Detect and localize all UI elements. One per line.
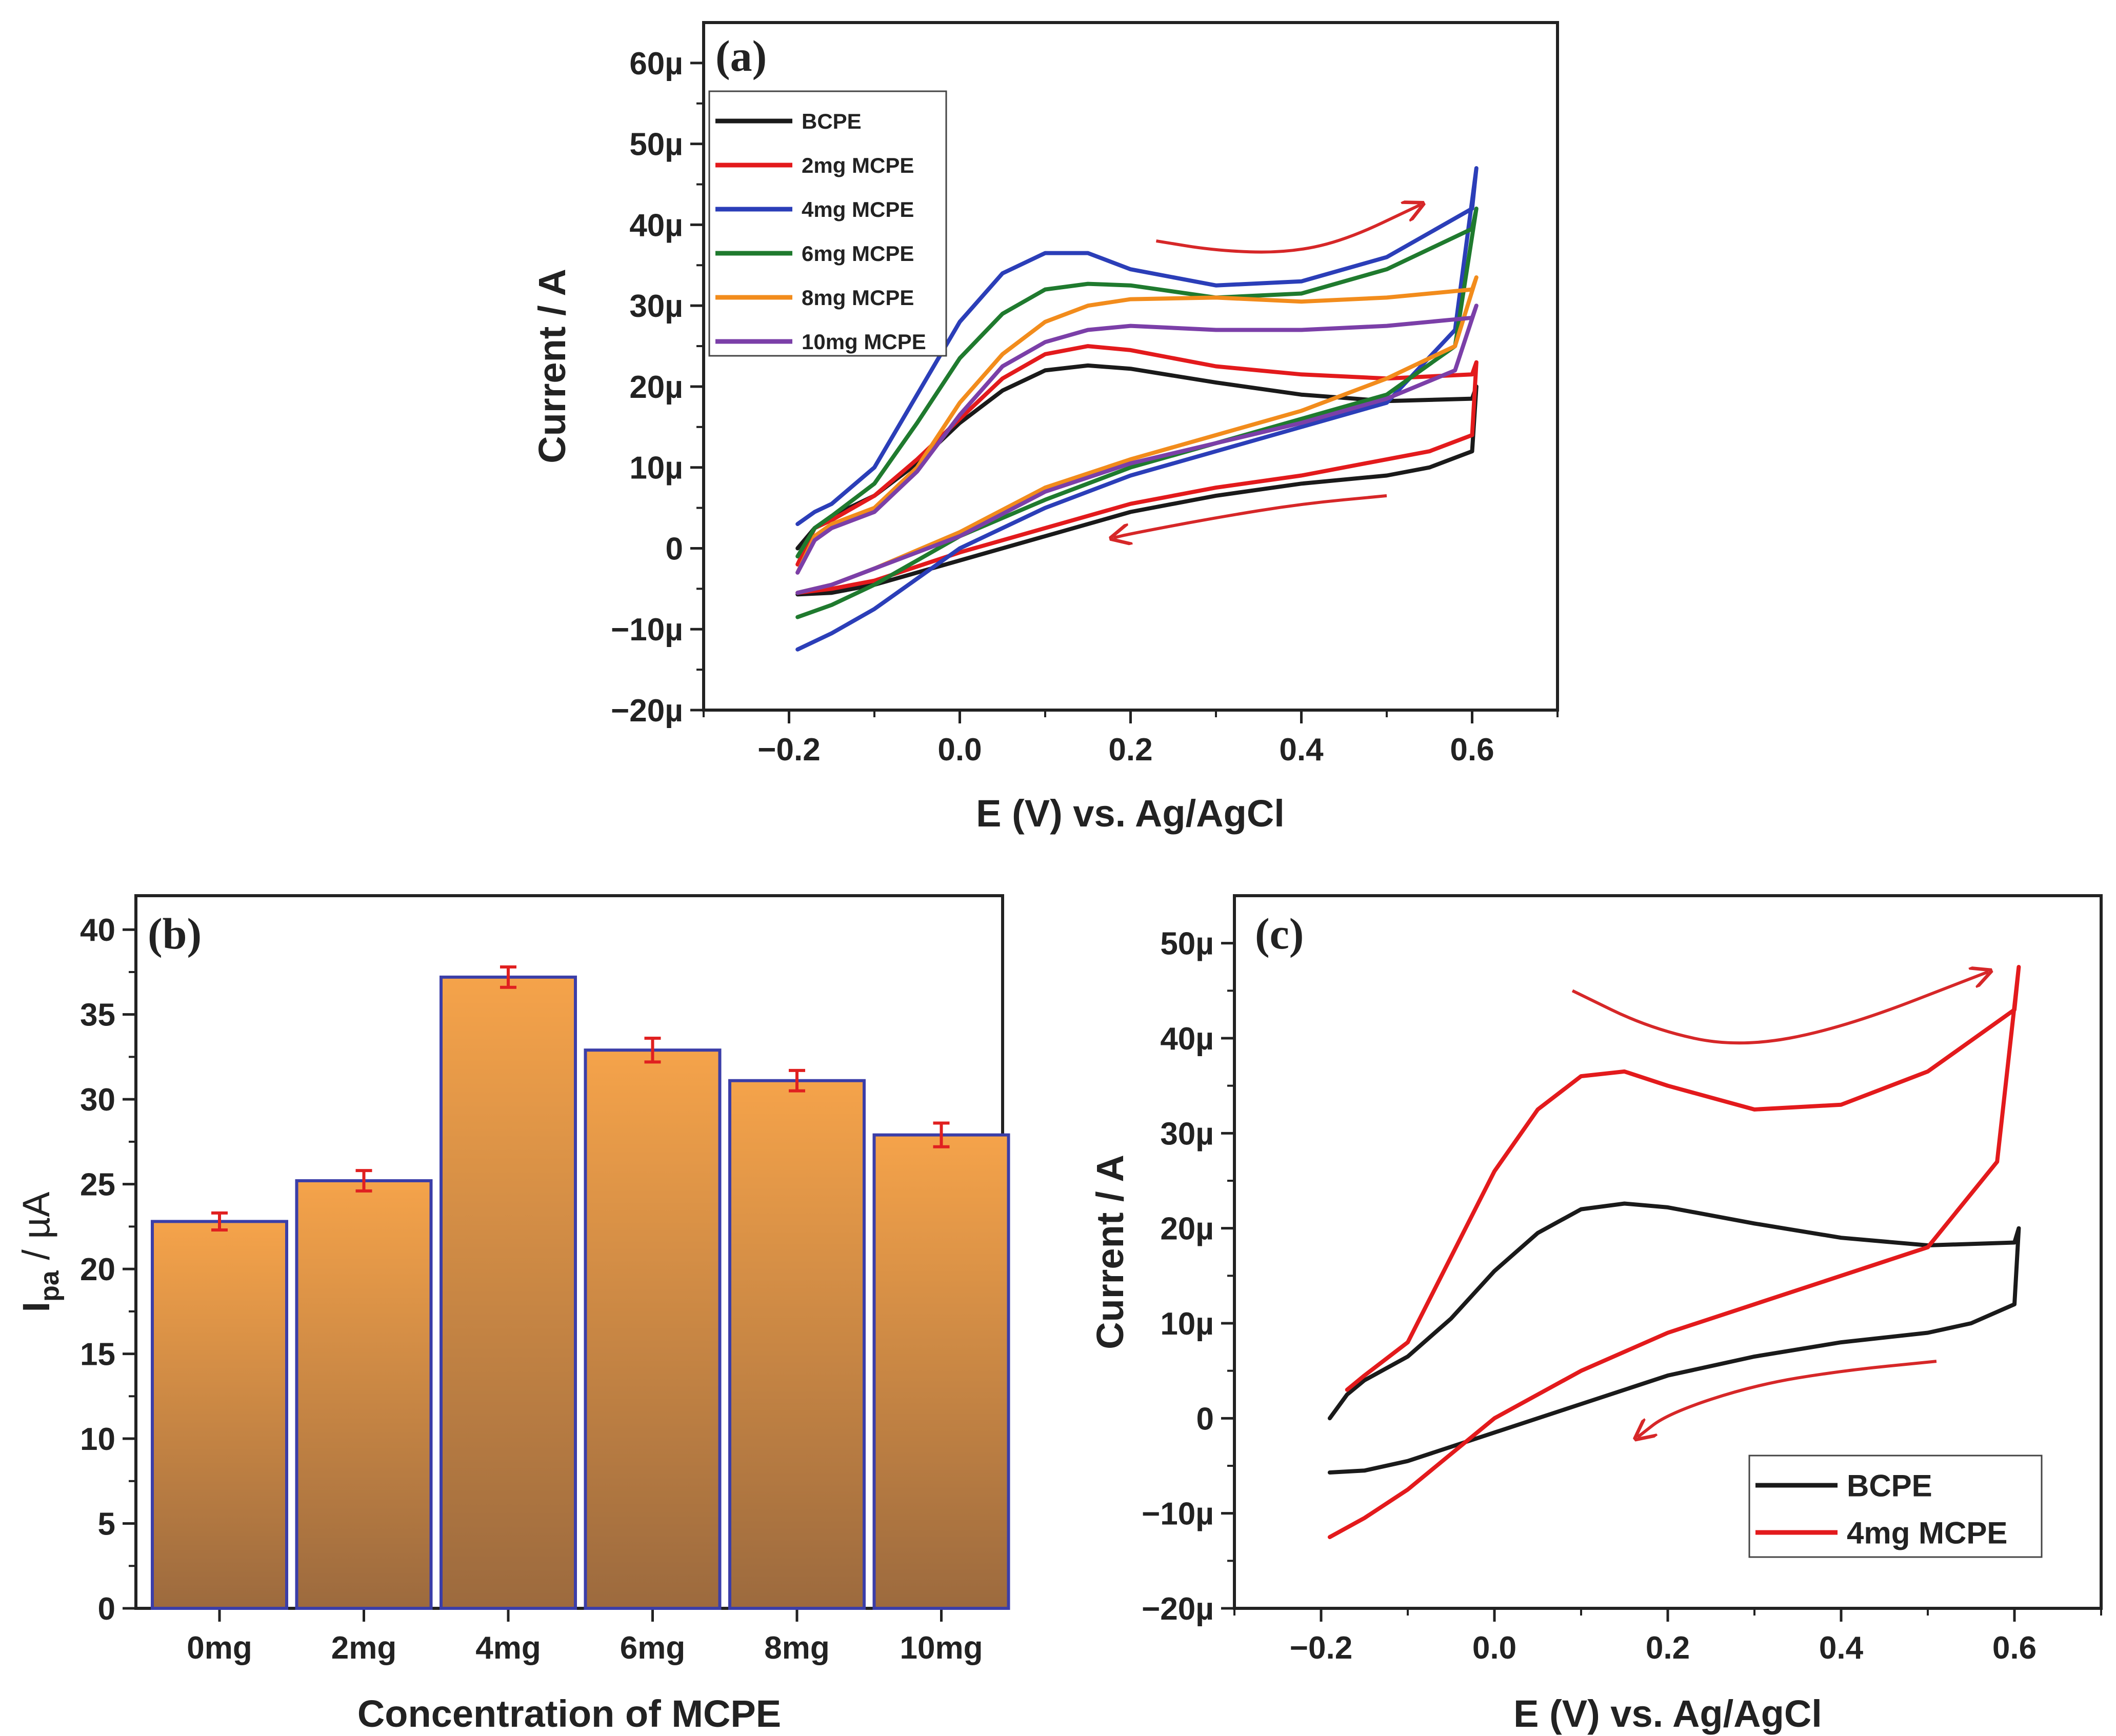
y-tick-label: 0 [666,531,683,567]
y-tick-label: 25 [80,1167,115,1203]
panel-c-y-axis-title: Current / A [1089,1155,1131,1349]
panel-c-label: (c) [1255,909,1304,958]
y-tick-label: 30µ [1160,1116,1214,1152]
x-tick-label: 0.0 [1472,1630,1516,1666]
panel-c-legend: BCPE 4mg MCPE [1748,1455,2043,1558]
y-tick-label: 15 [80,1337,115,1372]
y-tick-label: 10 [80,1422,115,1457]
panel-b-y-axis-sub: pa [35,1270,65,1302]
y-tick-label: 35 [80,998,115,1033]
panel-b-y-axis-unit: / µA [15,1192,57,1270]
y-tick-label: 40µ [629,208,683,243]
bar-0mg [151,1220,288,1610]
x-tick-label: 0.6 [1450,732,1494,768]
x-tick-label: 4mg [475,1630,541,1666]
x-tick-label: 0.6 [1992,1630,2037,1666]
y-tick-label: 0 [98,1591,115,1627]
legend-label: 8mg MCPE [802,286,914,310]
panel-b-label: (b) [148,909,202,958]
series-line-6mg-mcpe [795,206,1479,619]
y-tick-label: 40µ [1160,1021,1214,1057]
legend-label: 6mg MCPE [802,241,914,266]
x-tick-label: 8mg [764,1630,829,1666]
panel-b-x-axis-title: Concentration of MCPE [357,1692,781,1735]
y-tick-label: 20µ [1160,1212,1214,1247]
y-tick-label: 30 [80,1082,115,1118]
y-tick-label: 20 [80,1252,115,1287]
y-tick-label: 20µ [629,370,683,405]
y-tick-label: 40 [80,913,115,948]
x-tick-label: 10mg [900,1630,983,1666]
panel-a-cv-chart: −0.2 0.0 0.2 0.4 0.6 −20µ −10µ 0 10µ 20µ 30µ 40µ 50µ… [531,21,1559,835]
series-line-4mg-mcpe [795,166,1479,652]
y-tick-label: 0 [1196,1401,1214,1437]
legend-label: 10mg MCPE [802,330,926,354]
bar-6mg [584,1048,722,1610]
series-line-10mg-mcpe [795,304,1479,595]
y-tick-label: 50µ [629,127,683,163]
bar-10mg [872,1133,1010,1610]
legend-label: BCPE [1847,1469,1932,1503]
y-tick-label: 5 [98,1507,115,1542]
panel-a-legend: BCPE 2mg MCPE 4mg MCPE 6mg MCPE 8mg MCPE 10mg… [708,90,947,357]
panel-b-y-axis-main: I [15,1302,57,1313]
legend-label: 4mg MCPE [802,197,914,221]
x-tick-label: 6mg [620,1630,685,1666]
x-tick-label: 0.2 [1646,1630,1690,1666]
y-tick-label: 10µ [1160,1306,1214,1342]
panel-c-cv-chart: −0.2 0.0 0.2 0.4 0.6 −20µ −10µ 0 10µ 20µ 30µ 40µ 50µ… [1089,894,2103,1735]
y-tick-label: 50µ [1160,926,1214,962]
scan-direction-arrow [1638,1360,1937,1437]
legend-label: BCPE [802,109,862,133]
series-line-4mg-mcpe [1327,965,2021,1539]
legend-label: 4mg MCPE [1847,1516,2007,1550]
x-tick-label: 0.4 [1819,1630,1864,1666]
x-tick-label: 0.4 [1279,732,1324,768]
x-tick-label: −0.2 [757,732,820,768]
x-tick-label: 0.2 [1108,732,1152,768]
y-tick-label: −20µ [1142,1591,1214,1627]
bar-2mg [295,1179,433,1610]
x-tick-label: 2mg [331,1630,396,1666]
series-line-bcpe [1327,1201,2021,1475]
y-tick-label: −20µ [611,693,683,729]
y-tick-label: −10µ [1142,1497,1214,1532]
panel-a-y-axis-title: Current / A [531,269,573,463]
panel-a-label: (a) [715,31,767,80]
bar-8mg [728,1079,866,1610]
y-tick-label: −10µ [611,612,683,648]
series-line-8mg-mcpe [795,275,1479,595]
x-tick-label: 0mg [187,1630,252,1666]
y-tick-label: 30µ [629,289,683,324]
scan-direction-arrow [1113,494,1387,538]
legend-label: 2mg MCPE [802,153,914,177]
x-tick-label: −0.2 [1290,1630,1352,1666]
panel-b-y-axis-title: Ipa / µA [15,1192,65,1313]
scan-direction-arrow [1571,972,1988,1045]
y-tick-label: 60µ [629,46,683,82]
panel-a-x-axis-title: E (V) vs. Ag/AgCl [976,792,1285,835]
bar-4mg [440,975,577,1610]
x-tick-label: 0.0 [937,732,982,768]
scan-direction-arrow [1155,205,1421,254]
panel-c-x-axis-title: E (V) vs. Ag/AgCl [1513,1692,1822,1735]
series-line-2mg-mcpe [795,344,1479,595]
y-tick-label: 10µ [629,451,683,486]
